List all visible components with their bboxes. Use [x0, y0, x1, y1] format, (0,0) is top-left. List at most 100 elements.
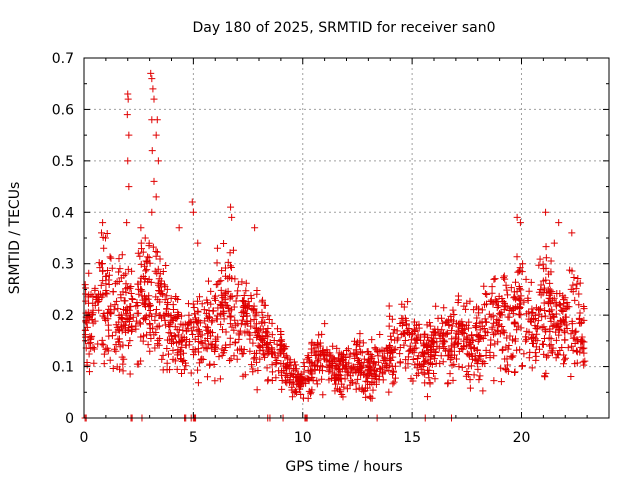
- data-point: [575, 301, 583, 309]
- data-point: [480, 282, 488, 290]
- data-point: [488, 283, 496, 291]
- data-point: [364, 356, 372, 364]
- data-point: [303, 355, 311, 363]
- data-point: [233, 292, 241, 300]
- data-point: [108, 332, 116, 340]
- data-point: [517, 324, 525, 332]
- data-point: [124, 327, 132, 335]
- data-point: [465, 362, 473, 370]
- data-point: [458, 363, 466, 371]
- data-point: [563, 304, 571, 312]
- data-point: [430, 334, 438, 342]
- data-point: [426, 355, 434, 363]
- data-point: [173, 339, 181, 347]
- data-point: [81, 331, 89, 339]
- data-point: [160, 312, 168, 320]
- data-point: [98, 260, 106, 268]
- data-point: [421, 370, 429, 378]
- data-point: [533, 330, 541, 338]
- data-point: [90, 359, 98, 367]
- data-point: [316, 366, 324, 374]
- data-point: [227, 355, 235, 363]
- data-point: [213, 244, 221, 252]
- data-point: [555, 325, 563, 333]
- data-point: [315, 355, 323, 363]
- data-point: [419, 363, 427, 371]
- data-point: [524, 296, 532, 304]
- data-point: [111, 301, 119, 309]
- data-point: [268, 368, 276, 376]
- data-point: [425, 374, 433, 382]
- data-point: [569, 281, 577, 289]
- data-point: [300, 376, 308, 384]
- data-point: [370, 358, 378, 366]
- data-point: [122, 288, 130, 296]
- y-axis-label: SRMTID / TECUs: [7, 182, 23, 295]
- data-point: [557, 301, 565, 309]
- data-point: [481, 359, 489, 367]
- data-point: [134, 301, 142, 309]
- data-point: [290, 358, 298, 366]
- data-point: [490, 331, 498, 339]
- data-point: [411, 336, 419, 344]
- data-point: [148, 75, 156, 83]
- data-point: [239, 350, 247, 358]
- data-point: [222, 301, 230, 309]
- data-point: [431, 328, 439, 336]
- data-point: [348, 378, 356, 386]
- data-point: [336, 374, 344, 382]
- data-point: [92, 293, 100, 301]
- data-point: [567, 330, 575, 338]
- data-point: [167, 311, 175, 319]
- data-point: [547, 299, 555, 307]
- data-point: [125, 131, 133, 139]
- data-point: [194, 239, 202, 247]
- data-point: [429, 338, 437, 346]
- data-point: [163, 285, 171, 293]
- data-point: [387, 332, 395, 340]
- data-point: [156, 335, 164, 343]
- data-point: [261, 351, 269, 359]
- data-point: [546, 314, 554, 322]
- data-point: [159, 366, 167, 374]
- data-point: [216, 375, 224, 383]
- data-point: [146, 347, 154, 355]
- data-point: [121, 297, 129, 305]
- data-point: [406, 342, 414, 350]
- data-point: [352, 385, 360, 393]
- data-point: [552, 336, 560, 344]
- data-point: [448, 322, 456, 330]
- data-point: [203, 373, 211, 381]
- data-point: [385, 322, 393, 330]
- data-point: [95, 306, 103, 314]
- data-point: [178, 312, 186, 320]
- data-point: [493, 304, 501, 312]
- data-point: [383, 363, 391, 371]
- data-point: [283, 352, 291, 360]
- data-point: [142, 312, 150, 320]
- data-point: [308, 340, 316, 348]
- data-point: [545, 291, 553, 299]
- data-point: [250, 306, 258, 314]
- data-point: [151, 267, 159, 275]
- data-point: [98, 229, 105, 237]
- data-point: [232, 297, 240, 305]
- data-point: [126, 370, 134, 378]
- data-point: [234, 280, 242, 288]
- data-point: [159, 351, 167, 359]
- data-point: [498, 322, 506, 330]
- data-point: [200, 306, 208, 314]
- data-point: [119, 360, 127, 368]
- data-point: [479, 387, 487, 395]
- data-point: [343, 385, 351, 393]
- data-point: [468, 331, 476, 339]
- data-point: [490, 275, 498, 283]
- data-point: [268, 345, 276, 353]
- data-point: [172, 294, 180, 302]
- y-tick-label: 0.1: [52, 360, 74, 376]
- data-point: [457, 344, 465, 352]
- data-point: [191, 310, 199, 318]
- data-point: [230, 352, 238, 360]
- data-point: [217, 277, 225, 285]
- data-point: [423, 393, 431, 401]
